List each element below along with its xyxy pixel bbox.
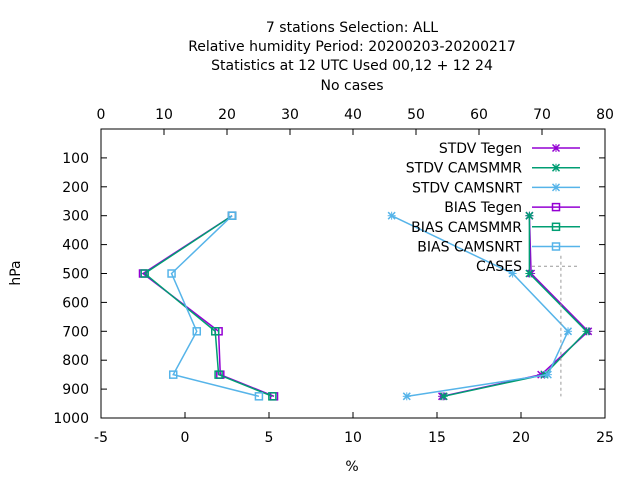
y-tick-label: 400 [62,238,89,254]
legend-label: BIAS CAMSMMR [411,220,522,236]
series-bias-tegen [140,212,278,400]
y-tick-label: 900 [62,382,89,398]
series-line [143,216,274,397]
x-top-tick-label: 80 [596,107,614,123]
chart-title-line-2: Relative humidity Period: 20200203-20200… [188,39,516,55]
y-tick-label: 100 [62,151,89,167]
x-top-tick-label: 30 [281,107,299,123]
y-tick-label: 300 [62,209,89,225]
x-top-tick-label: 40 [344,107,362,123]
x-bottom-tick-label: 5 [265,430,274,446]
x-bottom-tick-label: 25 [596,430,614,446]
series-line [145,216,273,397]
x-top-tick-label: 20 [218,107,236,123]
y-axis-label: hPa [8,260,24,285]
legend: STDV Tegen STDV CAMSMMR STDV CAMSNRT BIAS T… [406,141,580,275]
chart-title-line-3: Statistics at 12 UTC Used 00,12 + 12 24 [211,58,493,74]
x-axis-label: % [345,459,358,475]
chart-title-line-1: 7 stations Selection: ALL [266,20,438,36]
x-bottom-tick-label: 15 [428,430,446,446]
legend-label: STDV CAMSNRT [412,180,523,196]
x-top-tick-label: 50 [407,107,425,123]
y-tick-label: 700 [62,324,89,340]
x-bottom-tick-label: -5 [94,430,108,446]
chart-title-line-4: No cases [321,78,384,94]
series-bias-camsmmr [141,212,276,400]
legend-label: CASES [476,259,522,275]
y-tick-label: 1000 [53,411,89,427]
y-tick-label: 600 [62,295,89,311]
legend-label: BIAS CAMSNRT [417,240,522,256]
x-bottom-tick-label: 0 [181,430,190,446]
x-top-tick-label: 60 [470,107,488,123]
y-tick-label: 800 [62,353,89,369]
x-top-tick-label: 10 [155,107,173,123]
x-bottom-tick-label: 20 [512,430,530,446]
x-top-tick-label: 70 [533,107,551,123]
series-layer [140,212,593,401]
x-bottom-tick-label: 10 [344,430,362,446]
y-tick-label: 200 [62,180,89,196]
legend-label: BIAS Tegen [444,200,522,216]
y-tick-label: 500 [62,267,89,283]
legend-label: STDV CAMSMMR [406,161,522,177]
x-top-tick-label: 0 [97,107,106,123]
legend-label: STDV Tegen [439,141,522,157]
